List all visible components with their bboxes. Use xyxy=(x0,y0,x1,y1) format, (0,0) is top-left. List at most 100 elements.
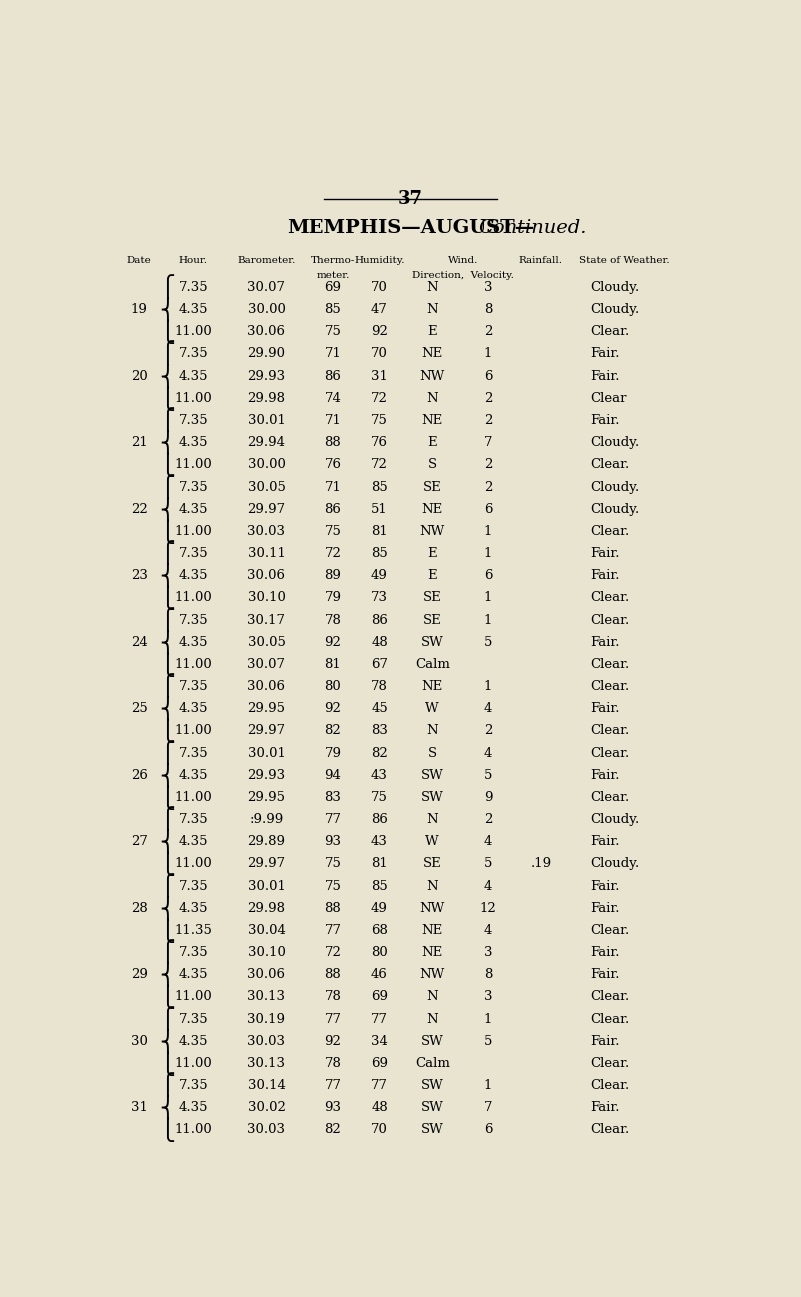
Text: 81: 81 xyxy=(371,857,388,870)
Text: 4.35: 4.35 xyxy=(179,503,208,516)
Text: 7: 7 xyxy=(484,436,493,449)
Text: NE: NE xyxy=(421,946,443,958)
Text: 6: 6 xyxy=(484,370,493,383)
Text: 72: 72 xyxy=(324,946,341,958)
Text: Fair.: Fair. xyxy=(590,569,620,582)
Text: 11.35: 11.35 xyxy=(175,923,212,936)
Text: 34: 34 xyxy=(371,1035,388,1048)
Text: 7.35: 7.35 xyxy=(179,281,208,294)
Text: 30.00: 30.00 xyxy=(248,458,285,471)
Text: SE: SE xyxy=(423,613,441,626)
Text: 30.01: 30.01 xyxy=(248,414,285,427)
Text: Cloudy.: Cloudy. xyxy=(590,303,640,316)
Text: 11.00: 11.00 xyxy=(175,1057,212,1070)
Text: 30.00: 30.00 xyxy=(248,303,285,316)
Text: 29.98: 29.98 xyxy=(248,392,285,405)
Text: ⎧: ⎧ xyxy=(159,874,175,899)
Text: Humidity.: Humidity. xyxy=(354,256,405,265)
Text: NE: NE xyxy=(421,503,443,516)
Text: 11.00: 11.00 xyxy=(175,991,212,1004)
Text: 20: 20 xyxy=(131,370,147,383)
Text: 77: 77 xyxy=(324,923,341,936)
Text: N: N xyxy=(426,281,438,294)
Text: ⎧: ⎧ xyxy=(159,275,175,300)
Text: Cloudy.: Cloudy. xyxy=(590,857,640,870)
Text: 4.35: 4.35 xyxy=(179,1101,208,1114)
Text: 7.35: 7.35 xyxy=(179,348,208,361)
Text: 1: 1 xyxy=(484,547,493,560)
Text: 30.06: 30.06 xyxy=(248,326,285,339)
Text: 7.35: 7.35 xyxy=(179,547,208,560)
Text: Clear.: Clear. xyxy=(590,991,630,1004)
Text: ⎧: ⎧ xyxy=(159,341,175,367)
Text: Fair.: Fair. xyxy=(590,879,620,892)
Text: 6: 6 xyxy=(484,569,493,582)
Text: 71: 71 xyxy=(324,414,341,427)
Text: SE: SE xyxy=(423,591,441,604)
Text: Fair.: Fair. xyxy=(590,636,620,648)
Text: 23: 23 xyxy=(131,569,147,582)
Text: ⎧: ⎧ xyxy=(159,607,175,633)
Text: NW: NW xyxy=(420,901,445,914)
Text: 30.04: 30.04 xyxy=(248,923,285,936)
Text: 4.35: 4.35 xyxy=(179,636,208,648)
Text: E: E xyxy=(428,436,437,449)
Text: N: N xyxy=(426,813,438,826)
Text: NW: NW xyxy=(420,969,445,982)
Text: 21: 21 xyxy=(131,436,147,449)
Text: Clear.: Clear. xyxy=(590,791,630,804)
Text: 29.93: 29.93 xyxy=(248,769,285,782)
Text: 30.05: 30.05 xyxy=(248,480,285,493)
Text: 3: 3 xyxy=(484,946,493,958)
Text: 75: 75 xyxy=(324,525,341,538)
Text: 30.06: 30.06 xyxy=(248,680,285,693)
Text: 70: 70 xyxy=(371,1123,388,1136)
Text: 93: 93 xyxy=(324,1101,341,1114)
Text: 69: 69 xyxy=(371,991,388,1004)
Text: 78: 78 xyxy=(371,680,388,693)
Text: ⎧: ⎧ xyxy=(159,940,175,965)
Text: ⎩: ⎩ xyxy=(159,585,175,611)
Text: 37: 37 xyxy=(398,189,423,208)
Text: ⎨: ⎨ xyxy=(159,829,175,855)
Text: 7.35: 7.35 xyxy=(179,1079,208,1092)
Text: 30.11: 30.11 xyxy=(248,547,285,560)
Text: 30.06: 30.06 xyxy=(248,969,285,982)
Text: ⎨: ⎨ xyxy=(159,962,175,987)
Text: Clear.: Clear. xyxy=(590,923,630,936)
Text: SE: SE xyxy=(423,480,441,493)
Text: ⎩: ⎩ xyxy=(159,918,175,943)
Text: ⎧: ⎧ xyxy=(159,475,175,499)
Text: 67: 67 xyxy=(371,658,388,671)
Text: ⎧: ⎧ xyxy=(159,541,175,565)
Text: E: E xyxy=(428,547,437,560)
Text: 1: 1 xyxy=(484,680,493,693)
Text: ⎩: ⎩ xyxy=(159,852,175,877)
Text: State of Weather.: State of Weather. xyxy=(579,256,670,265)
Text: ⎧: ⎧ xyxy=(159,674,175,699)
Text: 28: 28 xyxy=(131,901,147,914)
Text: 24: 24 xyxy=(131,636,147,648)
Text: 43: 43 xyxy=(371,835,388,848)
Text: 77: 77 xyxy=(324,1079,341,1092)
Text: Rainfall.: Rainfall. xyxy=(519,256,563,265)
Text: ⎧: ⎧ xyxy=(159,1073,175,1099)
Text: SW: SW xyxy=(421,791,444,804)
Text: 7.35: 7.35 xyxy=(179,747,208,760)
Text: 11.00: 11.00 xyxy=(175,591,212,604)
Text: SW: SW xyxy=(421,1035,444,1048)
Text: ⎩: ⎩ xyxy=(159,785,175,809)
Text: Continued.: Continued. xyxy=(478,219,587,236)
Text: 30.13: 30.13 xyxy=(248,991,285,1004)
Text: Cloudy.: Cloudy. xyxy=(590,480,640,493)
Text: 86: 86 xyxy=(371,813,388,826)
Text: 30.17: 30.17 xyxy=(248,613,285,626)
Text: 11.00: 11.00 xyxy=(175,857,212,870)
Text: E: E xyxy=(428,569,437,582)
Text: 75: 75 xyxy=(324,857,341,870)
Text: SE: SE xyxy=(423,857,441,870)
Text: 69: 69 xyxy=(324,281,341,294)
Text: 30.01: 30.01 xyxy=(248,879,285,892)
Text: SW: SW xyxy=(421,1101,444,1114)
Text: Date: Date xyxy=(127,256,151,265)
